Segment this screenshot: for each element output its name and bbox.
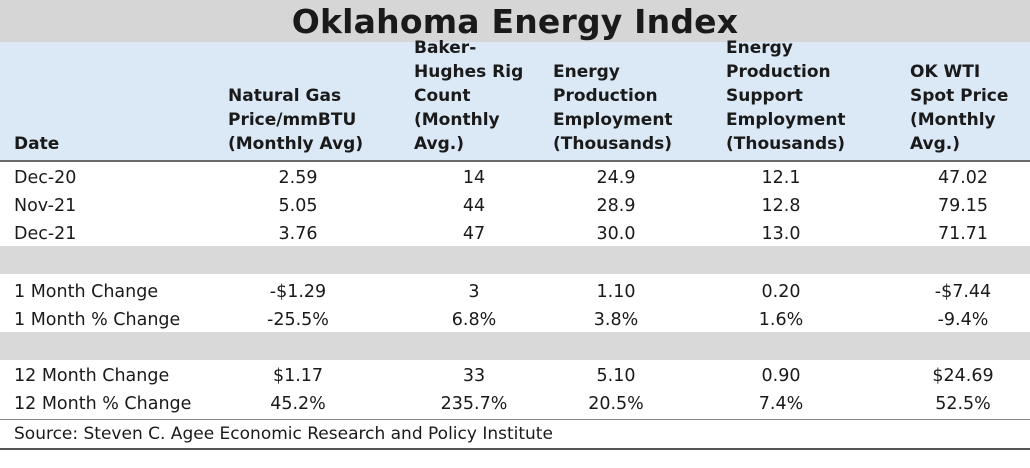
table-cell: 1.6% bbox=[758, 310, 804, 330]
table-cell: 3 bbox=[468, 282, 480, 302]
table-cell: $24.69 bbox=[932, 366, 994, 386]
table-cell: 79.15 bbox=[937, 196, 989, 216]
table-cell: $1.17 bbox=[272, 366, 324, 386]
table-cell: -$1.29 bbox=[269, 282, 327, 302]
table-cell: 33 bbox=[462, 366, 486, 386]
table-cell: 5.10 bbox=[596, 366, 636, 386]
table-cell: 2.59 bbox=[278, 168, 318, 188]
table-cell: 1.10 bbox=[596, 282, 636, 302]
table-cell: 30.0 bbox=[596, 224, 636, 244]
table-row: 12 Month % Change 45.2% 235.7% 20.5% 7.4% 52.… bbox=[0, 390, 1030, 418]
table-cell: 0.20 bbox=[761, 282, 801, 302]
table-cell: 44 bbox=[462, 196, 486, 216]
row-label: Dec-20 bbox=[14, 168, 77, 188]
table-cell: -25.5% bbox=[267, 310, 329, 330]
table-row: Nov-21 5.05 44 28.9 12.8 79.15 bbox=[0, 192, 1030, 220]
table-row: Dec-21 3.76 47 30.0 13.0 71.71 bbox=[0, 220, 1030, 248]
table-cell: 20.5% bbox=[588, 394, 644, 414]
header-date: Date bbox=[14, 134, 60, 154]
table-cell: 52.5% bbox=[935, 394, 991, 414]
table-cell: 13.0 bbox=[761, 224, 801, 244]
header-production-employment: Energy Production Employment (Thousands) bbox=[553, 62, 673, 154]
spacer-band bbox=[0, 332, 1030, 360]
table-cell: 47.02 bbox=[937, 168, 989, 188]
table-header: Date Natural Gas Price/mmBTU (Monthly Avg)… bbox=[0, 38, 1030, 160]
table-cell: 47 bbox=[462, 224, 486, 244]
table-row: 1 Month % Change -25.5% 6.8% 3.8% 1.6% -9.4% bbox=[0, 306, 1030, 334]
source-note: Source: Steven C. Agee Economic Research… bbox=[14, 424, 553, 444]
table-cell: -9.4% bbox=[937, 310, 989, 330]
row-label: 12 Month % Change bbox=[14, 394, 192, 414]
table-cell: 235.7% bbox=[440, 394, 508, 414]
table-cell: -$7.44 bbox=[934, 282, 992, 302]
table-cell: 3.76 bbox=[278, 224, 318, 244]
header-divider bbox=[0, 160, 1030, 162]
table-cell: 12.1 bbox=[761, 168, 801, 188]
table-cell: 12.8 bbox=[761, 196, 801, 216]
table-row: 1 Month Change -$1.29 3 1.10 0.20 -$7.44 bbox=[0, 278, 1030, 306]
spacer-band bbox=[0, 246, 1030, 274]
header-wti-spot-price: OK WTI Spot Price (Monthly Avg.) bbox=[910, 62, 1009, 154]
table-cell: 5.05 bbox=[278, 196, 318, 216]
row-label: 1 Month Change bbox=[14, 282, 159, 302]
table-cell: 24.9 bbox=[596, 168, 636, 188]
table-cell: 7.4% bbox=[758, 394, 804, 414]
header-natural-gas-price: Natural Gas Price/mmBTU (Monthly Avg) bbox=[228, 86, 364, 154]
table-cell: 3.8% bbox=[593, 310, 639, 330]
table-title: Oklahoma Energy Index bbox=[0, 0, 1030, 42]
header-support-employment: Energy Production Support Employment (Thousa… bbox=[726, 38, 846, 154]
header-rig-count: Baker- Hughes Rig Count (Monthly Avg.) bbox=[414, 38, 524, 154]
table-cell: 71.71 bbox=[937, 224, 989, 244]
row-label: 1 Month % Change bbox=[14, 310, 181, 330]
table-cell: 14 bbox=[462, 168, 486, 188]
table-row: 12 Month Change $1.17 33 5.10 0.90 $24.69 bbox=[0, 362, 1030, 390]
table-cell: 28.9 bbox=[596, 196, 636, 216]
table-cell: 45.2% bbox=[270, 394, 326, 414]
bottom-divider bbox=[0, 448, 1030, 450]
table-cell: 6.8% bbox=[451, 310, 497, 330]
row-label: Dec-21 bbox=[14, 224, 77, 244]
table-cell: 0.90 bbox=[761, 366, 801, 386]
source-divider bbox=[0, 419, 1030, 420]
row-label: 12 Month Change bbox=[14, 366, 170, 386]
row-label: Nov-21 bbox=[14, 196, 77, 216]
table-row: Dec-20 2.59 14 24.9 12.1 47.02 bbox=[0, 164, 1030, 192]
